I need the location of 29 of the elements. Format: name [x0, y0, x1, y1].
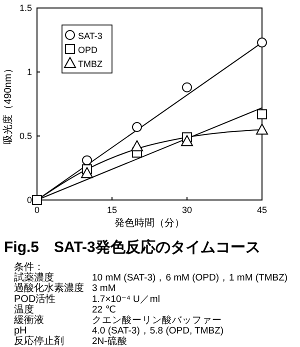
text: 温度	[14, 303, 34, 316]
text: Fig.5 SAT-3発色反応のタイムコース	[4, 238, 260, 256]
text: クエン酸ーリン酸バッファー	[92, 314, 222, 326]
text: 緩衝液	[13, 314, 44, 326]
x-axis-title: 発色時間（分）	[114, 217, 184, 229]
y-tick-label: 1	[26, 67, 32, 77]
text: 条件：	[14, 261, 44, 273]
legend-label: SAT-3	[78, 31, 102, 41]
y-tick-label: 1.5	[19, 3, 32, 13]
y-tick-label: 0	[26, 195, 32, 205]
text: 22 ℃	[92, 304, 116, 316]
y-axis-title: 吸光度（490nm）	[2, 64, 14, 144]
text: POD活性	[14, 292, 56, 305]
text: 10 mM (SAT-3)，6 mM (OPD)，1 mM (TMBZ)	[92, 272, 288, 284]
y-tick-label: 0.5	[19, 131, 32, 141]
text: 1.7×10⁻⁴ U／ml	[92, 294, 160, 305]
legend-label: TMBZ	[78, 59, 103, 69]
text: 2N-硫酸	[92, 335, 128, 347]
text: pH	[14, 326, 27, 337]
x-tick-label: 15	[106, 205, 118, 215]
x-tick-label: 0	[34, 205, 40, 215]
x-tick-label: 30	[182, 205, 192, 215]
x-tick-label: 45	[256, 205, 268, 215]
text: 試薬濃度	[14, 272, 54, 284]
text: 4.0 (SAT-3)，5.8 (OPD, TMBZ)	[92, 326, 224, 337]
text: 過酸化水素濃度	[14, 282, 84, 294]
text: 3 mM	[92, 283, 116, 294]
text: 反応停止剤	[14, 335, 64, 347]
legend-label: OPD	[78, 45, 98, 55]
